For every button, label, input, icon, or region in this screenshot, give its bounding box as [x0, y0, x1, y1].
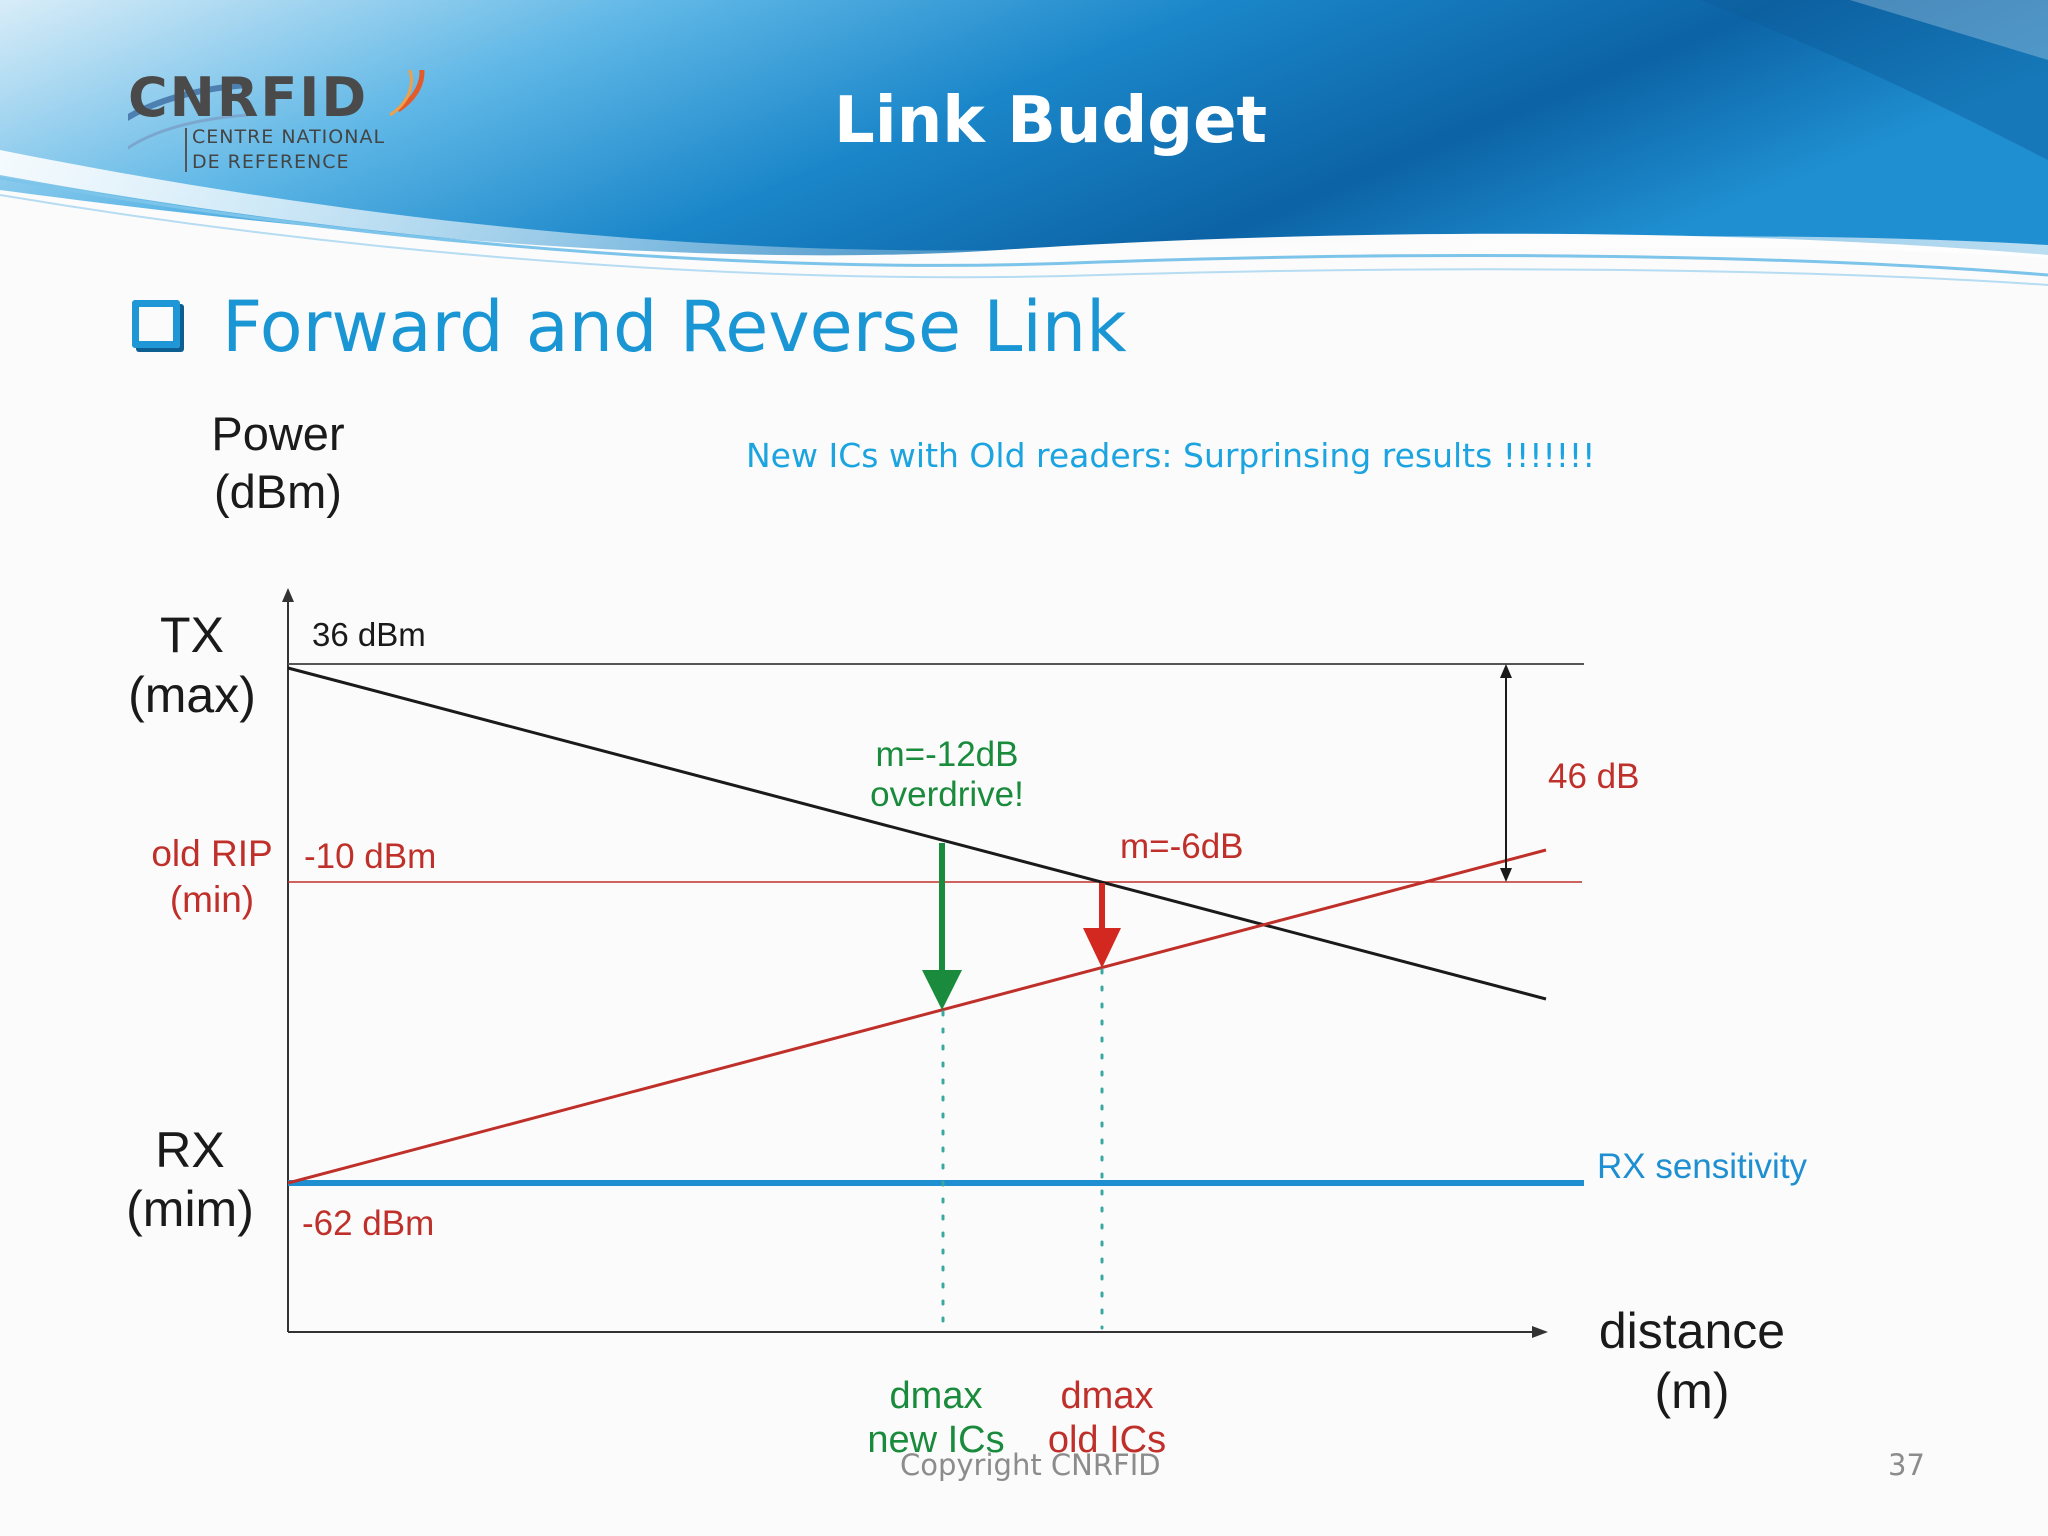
header-banner — [0, 0, 2048, 286]
margin-new-label: m=-12dB — [876, 735, 1019, 774]
rx-sensitivity-label: RX sensitivity — [1597, 1147, 1808, 1186]
diagram-note: New ICs with Old readers: Surprinsing re… — [746, 436, 1596, 475]
dmax-new-label: dmax — [890, 1375, 983, 1417]
svg-text:DE REFERENCE: DE REFERENCE — [192, 151, 350, 173]
new-ic-arrowhead — [922, 970, 962, 1010]
span-label: 46 dB — [1548, 757, 1639, 796]
margin-old-label: m=-6dB — [1120, 827, 1244, 866]
tx-label: TX — [160, 607, 224, 663]
svg-text:CENTRE NATIONAL: CENTRE NATIONAL — [192, 126, 385, 148]
copyright-footer: Copyright CNRFID — [900, 1448, 1161, 1482]
x-axis-arrow — [1532, 1326, 1548, 1338]
x-axis-label-unit: (m) — [1655, 1363, 1730, 1419]
x-axis-label: distance — [1599, 1303, 1785, 1359]
dmax-old-label-sub: old ICs — [1048, 1419, 1166, 1461]
y-axis-label-unit: (dBm) — [214, 465, 342, 518]
rx-label: RX — [155, 1122, 224, 1178]
svg-text:CNRFID: CNRFID — [128, 70, 368, 129]
tx-label-sub: (max) — [128, 667, 256, 723]
forward-link-line — [287, 666, 1547, 1001]
rip-label-sub: (min) — [170, 879, 254, 920]
rip-label: old RIP — [151, 833, 272, 874]
rx-label-sub: (mim) — [126, 1181, 254, 1237]
checkbox-bullet-icon — [132, 300, 180, 348]
rip-value: -10 dBm — [304, 837, 436, 876]
y-axis-label-power: Power — [211, 407, 344, 460]
cnrfid-logo: CNRFID CENTRE NATIONAL DE REFERENCE — [128, 70, 425, 173]
reverse-link-line — [287, 848, 1547, 1185]
slide-title: Link Budget — [834, 84, 1268, 158]
y-axis-arrow — [282, 588, 294, 602]
page-number: 37 — [1888, 1448, 1925, 1482]
section-heading: Forward and Reverse Link — [222, 286, 1127, 368]
span-arrow-top — [1500, 664, 1512, 678]
span-arrow-bottom — [1500, 868, 1512, 882]
margin-new-label-sub: overdrive! — [870, 775, 1024, 814]
dmax-new-label-sub: new ICs — [867, 1419, 1004, 1461]
old-ic-arrowhead — [1083, 928, 1121, 968]
rx-value: -62 dBm — [302, 1204, 434, 1243]
dmax-old-label: dmax — [1061, 1375, 1154, 1417]
tx-value: 36 dBm — [312, 616, 426, 653]
